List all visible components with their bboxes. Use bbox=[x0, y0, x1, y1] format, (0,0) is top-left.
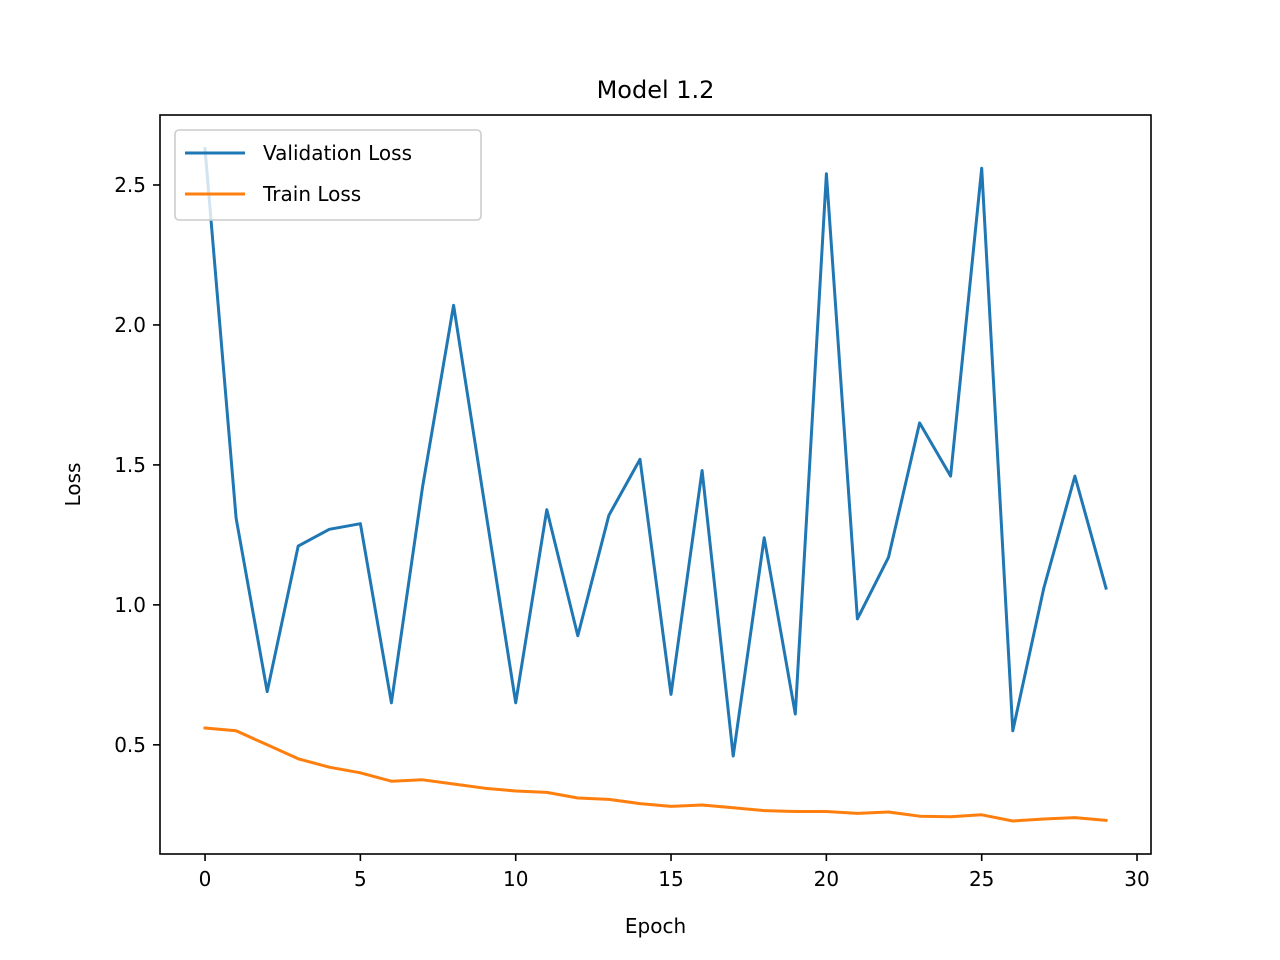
chart-title: Model 1.2 bbox=[597, 76, 715, 104]
legend: Validation Loss Train Loss bbox=[174, 129, 482, 221]
y-axis-label: Loss bbox=[61, 463, 85, 507]
series-line-validation-loss bbox=[203, 146, 1108, 758]
plot-lines bbox=[203, 146, 1108, 823]
y-tick-label: 2.5 bbox=[114, 173, 146, 197]
x-tick-label: 15 bbox=[658, 867, 683, 891]
x-tick-label: 30 bbox=[1124, 867, 1149, 891]
x-tick-label: 10 bbox=[503, 867, 528, 891]
y-tick-label: 2.0 bbox=[114, 313, 146, 337]
x-tick-label: 0 bbox=[199, 867, 212, 891]
y-tick-label: 0.5 bbox=[114, 733, 146, 757]
x-axis-ticks: 0 5 10 15 20 25 30 bbox=[199, 854, 1150, 891]
axes-frame bbox=[159, 114, 1152, 855]
y-tick-label: 1.5 bbox=[114, 453, 146, 477]
y-axis-ticks: 0.5 1.0 1.5 2.0 2.5 bbox=[114, 173, 160, 757]
series-line-train-loss bbox=[203, 726, 1108, 823]
x-tick-label: 20 bbox=[814, 867, 839, 891]
x-tick-label: 5 bbox=[354, 867, 367, 891]
x-tick-label: 25 bbox=[969, 867, 994, 891]
y-tick-label: 1.0 bbox=[114, 593, 146, 617]
x-axis-label: Epoch bbox=[625, 914, 686, 938]
legend-label-train-loss: Train Loss bbox=[262, 182, 361, 206]
legend-label-validation-loss: Validation Loss bbox=[263, 141, 412, 165]
legend-box bbox=[174, 129, 482, 221]
